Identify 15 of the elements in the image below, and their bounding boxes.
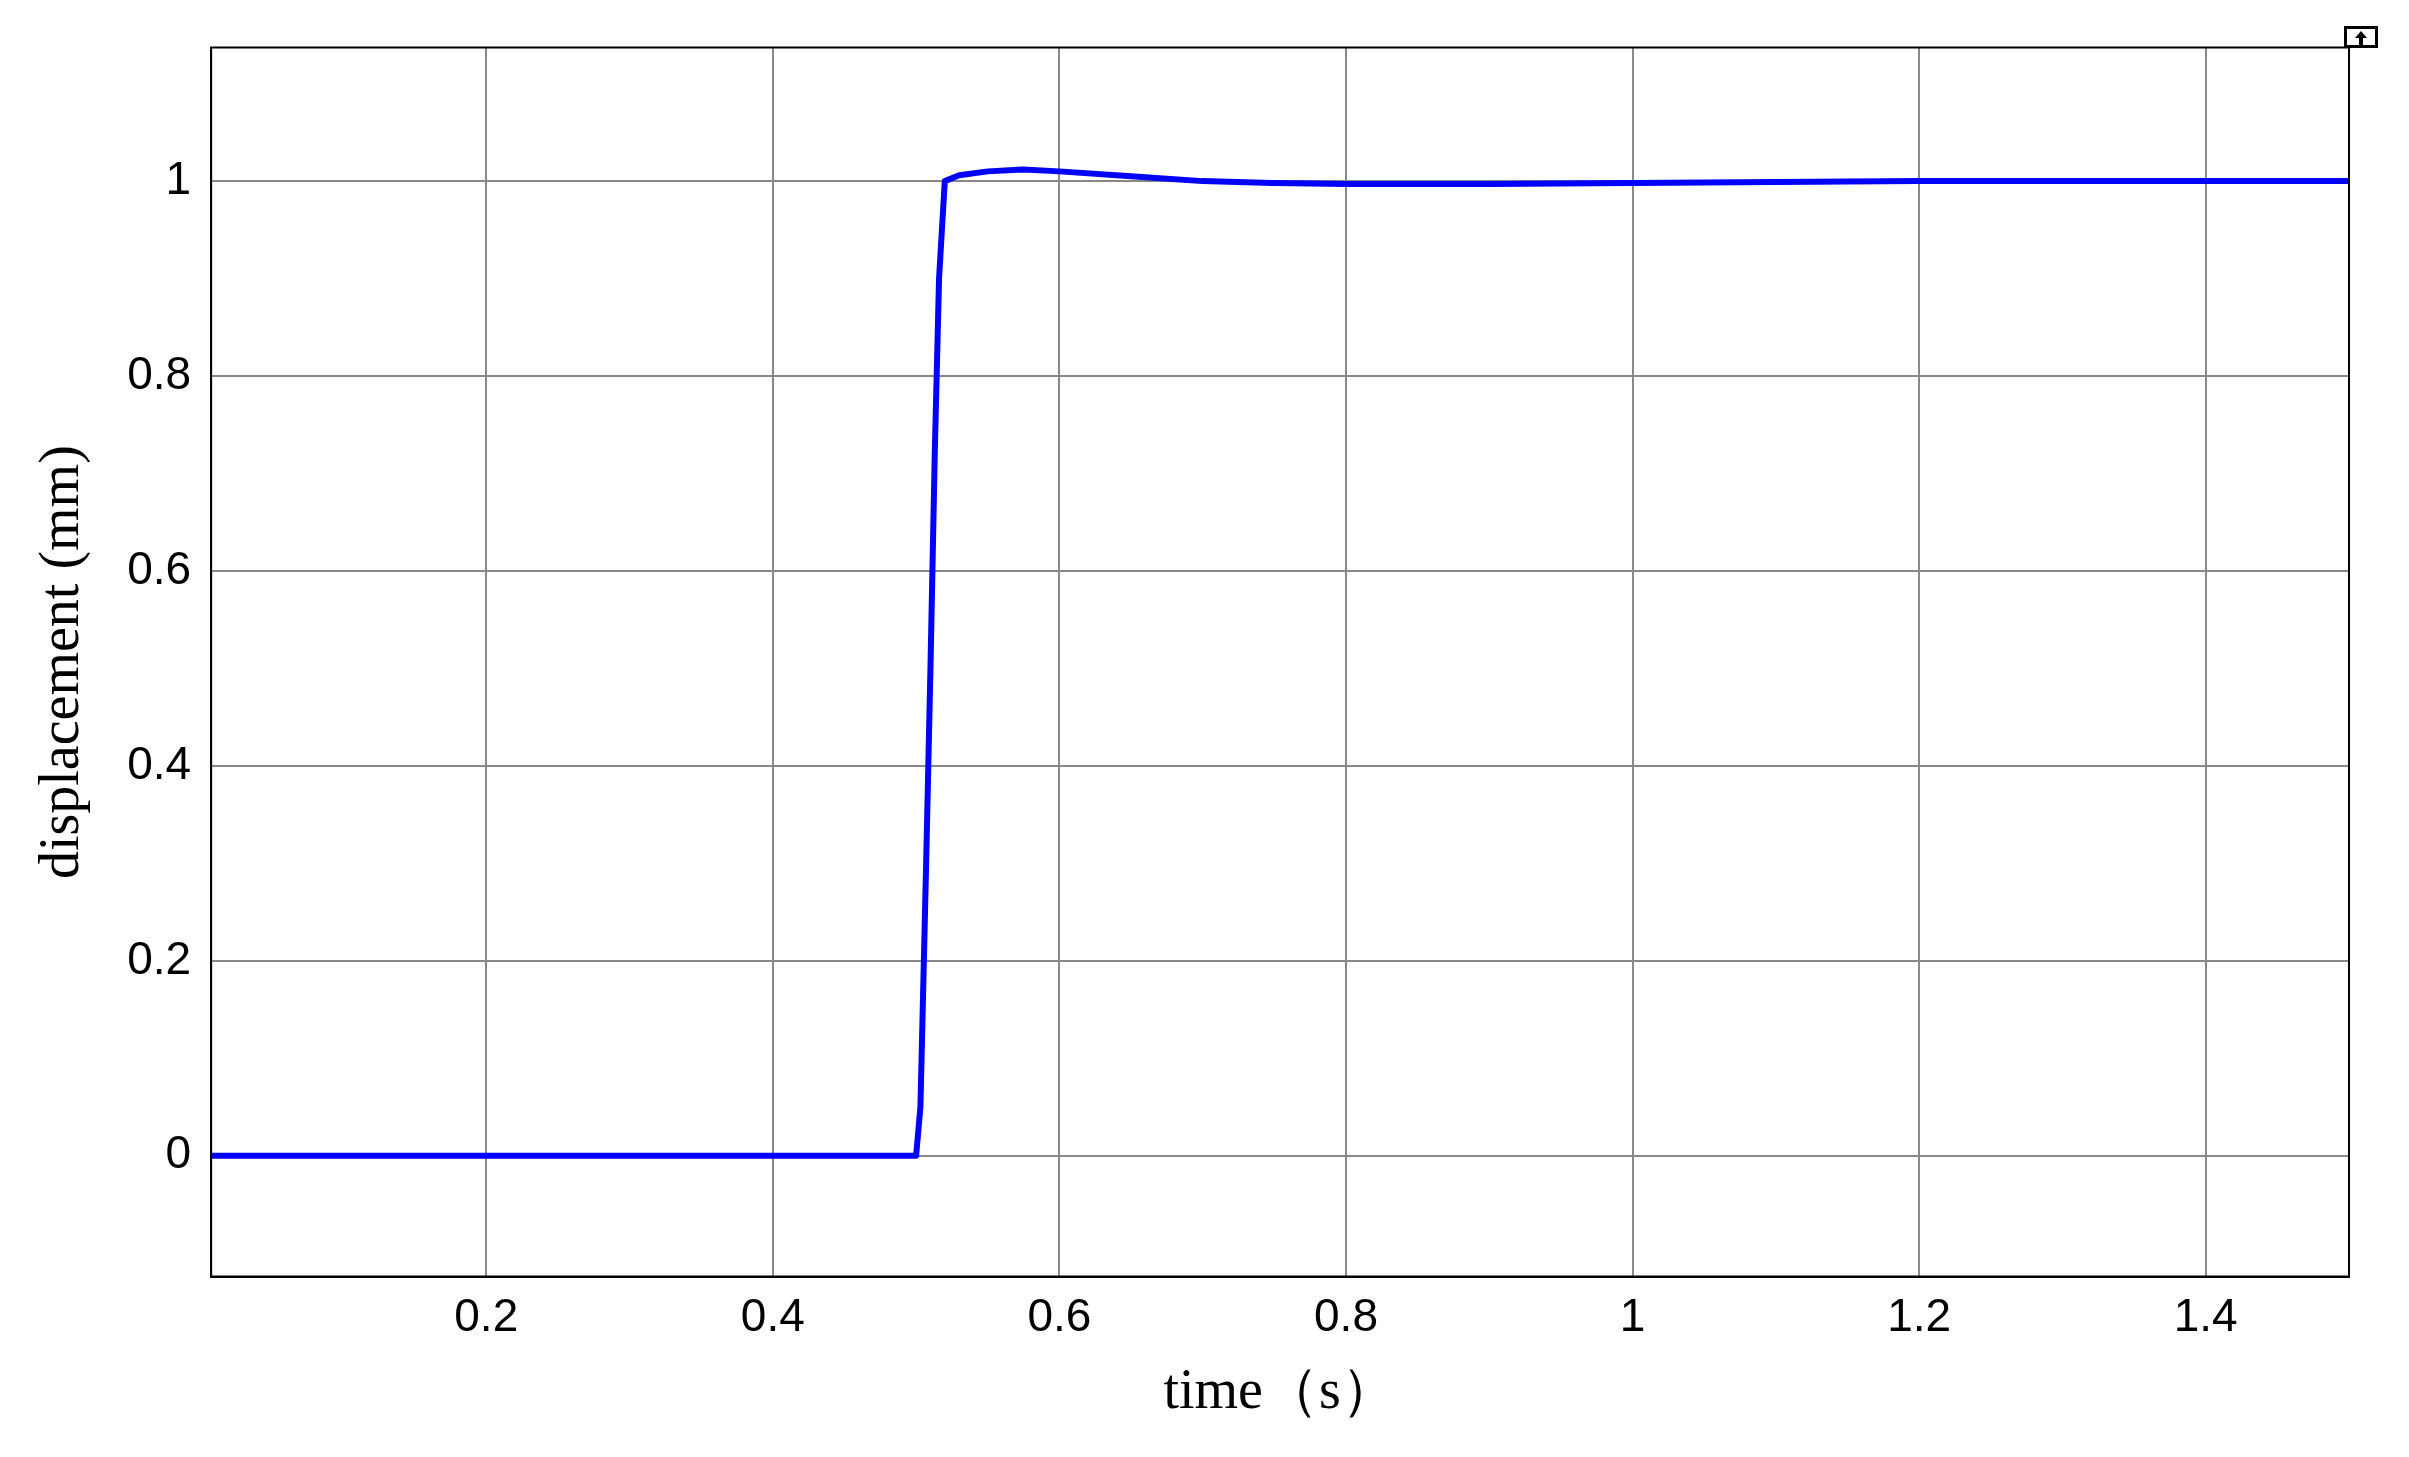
x-tick-label: 1.4: [2173, 1288, 2238, 1341]
y-tick-label: 0.8: [127, 346, 192, 399]
x-axis-title: time（s）: [1163, 1358, 1397, 1421]
x-tick-label: 1: [1619, 1288, 1646, 1341]
y-tick-label: 0: [165, 1126, 192, 1179]
y-tick-label: 0.6: [127, 541, 192, 594]
y-axis-title: displacement (mm): [28, 445, 92, 880]
x-tick-label: 1.2: [1887, 1288, 1952, 1341]
y-tick-label: 0.2: [127, 931, 192, 984]
x-tick-label: 0.6: [1027, 1288, 1092, 1341]
x-tick-label: 0.8: [1314, 1288, 1378, 1341]
x-tick-label: 0.2: [454, 1288, 519, 1341]
y-tick-label: 0.4: [127, 736, 192, 789]
y-tick-label: 1: [165, 151, 192, 204]
x-tick-label: 0.4: [740, 1288, 805, 1341]
